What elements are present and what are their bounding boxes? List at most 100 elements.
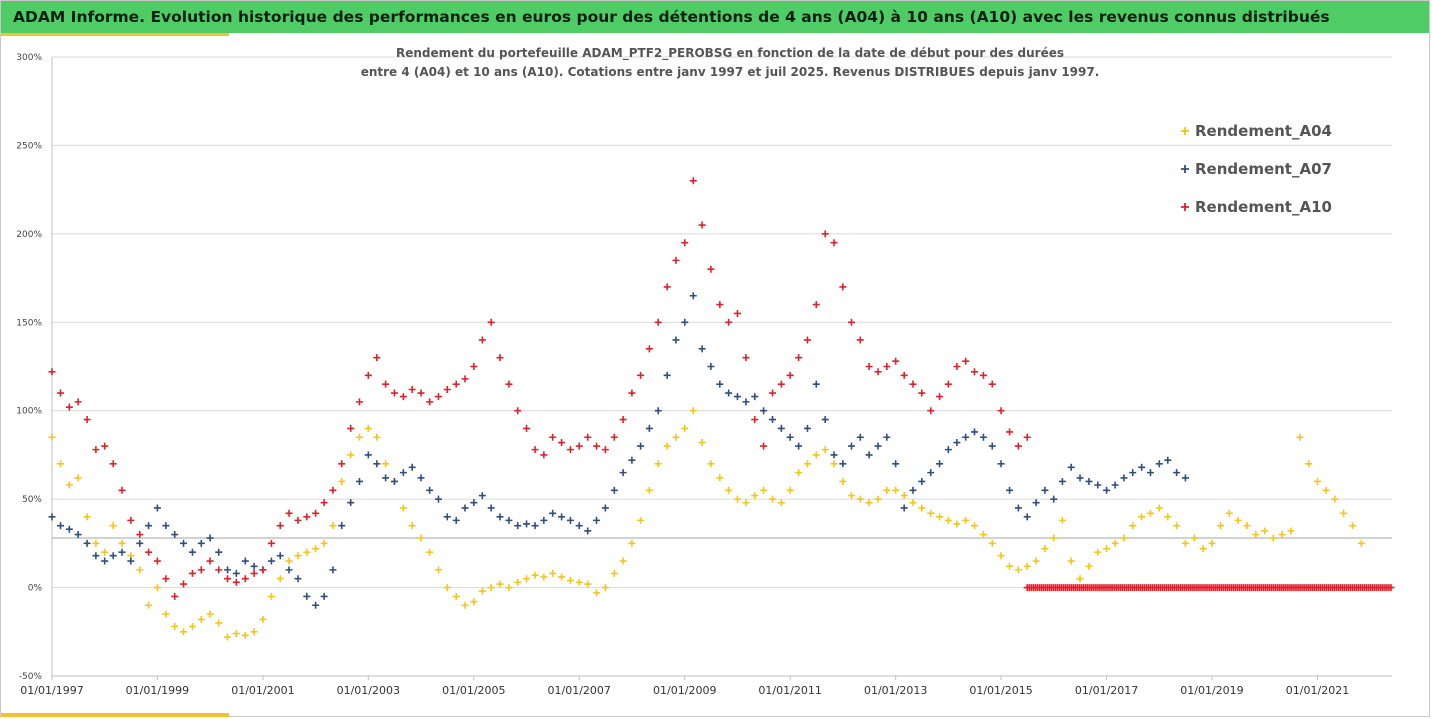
marker-rendement-a07 (979, 433, 987, 441)
marker-rendement-a10 (390, 389, 398, 397)
marker-rendement-a10 (232, 578, 240, 586)
marker-rendement-a10 (716, 301, 724, 309)
marker-rendement-a04 (936, 513, 944, 521)
marker-rendement-a07 (531, 522, 539, 530)
marker-rendement-a04 (681, 424, 689, 432)
y-tick-label: 200% (16, 230, 42, 240)
marker-rendement-a04 (426, 548, 434, 556)
x-tick-label: 01/01/1997 (20, 684, 83, 697)
marker-rendement-a04 (478, 587, 486, 595)
marker-rendement-a07 (997, 460, 1005, 468)
marker-rendement-a10 (48, 368, 56, 376)
chart-title-line2: entre 4 (A04) et 10 ans (A10). Cotations… (360, 65, 1100, 79)
marker-rendement-a10 (558, 439, 566, 447)
marker-rendement-a10 (918, 389, 926, 397)
marker-rendement-a04 (1164, 513, 1172, 521)
marker-rendement-a07 (1173, 469, 1181, 477)
marker-rendement-a10 (118, 486, 126, 494)
marker-rendement-a04 (496, 580, 504, 588)
marker-rendement-a04 (883, 486, 891, 494)
marker-rendement-a10 (250, 569, 258, 577)
marker-rendement-a07 (276, 552, 284, 560)
page-title: ADAM Informe. Evolution historique des p… (1, 1, 1429, 33)
marker-rendement-a07 (1032, 499, 1040, 507)
marker-rendement-a04 (1155, 504, 1163, 512)
marker-rendement-a07 (970, 428, 978, 436)
marker-rendement-a07 (496, 513, 504, 521)
marker-rendement-a10 (197, 566, 205, 574)
marker-rendement-a07 (856, 433, 864, 441)
marker-rendement-a07 (109, 552, 117, 560)
marker-rendement-a10 (769, 389, 777, 397)
marker-rendement-a04 (856, 495, 864, 503)
marker-rendement-a04 (188, 622, 196, 630)
y-tick-label: 300% (16, 53, 42, 63)
x-tick-label: 01/01/2009 (653, 684, 716, 697)
marker-rendement-a04 (1041, 545, 1049, 553)
marker-rendement-a04 (232, 630, 240, 638)
marker-rendement-a04 (979, 531, 987, 539)
marker-rendement-a10 (145, 548, 153, 556)
marker-rendement-a04 (1296, 433, 1304, 441)
marker-rendement-a04 (769, 495, 777, 503)
marker-rendement-a04 (672, 433, 680, 441)
marker-rendement-a10 (839, 283, 847, 291)
marker-rendement-a10 (777, 380, 785, 388)
marker-rendement-a07 (812, 380, 820, 388)
marker-rendement-a04 (65, 481, 73, 489)
marker-rendement-a04 (1314, 477, 1322, 485)
marker-rendement-a04 (716, 474, 724, 482)
marker-rendement-a04 (523, 575, 531, 583)
marker-rendement-a07 (171, 531, 179, 539)
marker-rendement-a07 (733, 393, 741, 401)
marker-rendement-a10 (461, 375, 469, 383)
marker-rendement-a04 (347, 451, 355, 459)
marker-rendement-a07 (716, 380, 724, 388)
marker-rendement-a04 (83, 513, 91, 521)
marker-rendement-a07 (777, 424, 785, 432)
marker-rendement-a10 (628, 389, 636, 397)
marker-rendement-a10 (856, 336, 864, 344)
marker-rendement-a10 (514, 407, 522, 415)
marker-rendement-a04 (1014, 566, 1022, 574)
marker-rendement-a07 (1041, 486, 1049, 494)
marker-rendement-a10 (883, 363, 891, 370)
marker-rendement-a07 (1094, 481, 1102, 489)
marker-rendement-a04 (162, 610, 170, 618)
marker-rendement-a10 (109, 460, 117, 468)
marker-rendement-a04 (645, 486, 653, 494)
marker-rendement-a07 (1120, 474, 1128, 482)
marker-rendement-a07 (839, 460, 847, 468)
marker-rendement-a04 (839, 477, 847, 485)
marker-rendement-a10 (136, 531, 144, 539)
marker-rendement-a10 (373, 354, 381, 362)
y-tick-label: -50% (19, 672, 43, 682)
marker-rendement-a07 (523, 520, 531, 528)
marker-rendement-a04 (593, 589, 601, 597)
marker-rendement-a04 (373, 433, 381, 441)
marker-rendement-a07 (1085, 477, 1093, 485)
marker-rendement-a07 (1138, 463, 1146, 471)
marker-rendement-a04 (382, 460, 390, 468)
marker-rendement-a04 (329, 522, 337, 530)
marker-rendement-a07 (883, 433, 891, 441)
marker-rendement-a04 (364, 424, 372, 432)
marker-rendement-a10 (847, 318, 855, 326)
marker-rendement-a04 (865, 499, 873, 507)
marker-rendement-a10 (57, 389, 65, 397)
marker-rendement-a07 (927, 469, 935, 477)
marker-rendement-a04 (1146, 509, 1154, 517)
x-tick-label: 01/01/2015 (969, 684, 1032, 697)
marker-rendement-a10 (399, 393, 407, 401)
marker-rendement-a07 (1181, 474, 1189, 482)
marker-rendement-a04 (918, 504, 926, 512)
marker-rendement-a04 (1129, 522, 1137, 530)
marker-rendement-a04 (1050, 534, 1058, 542)
marker-rendement-a07 (461, 504, 469, 512)
marker-rendement-a07 (610, 486, 618, 494)
marker-rendement-a07 (514, 522, 522, 530)
marker-rendement-a10 (786, 371, 794, 379)
marker-rendement-a07 (593, 516, 601, 524)
marker-rendement-a04 (267, 592, 275, 600)
marker-rendement-a07 (408, 463, 416, 471)
